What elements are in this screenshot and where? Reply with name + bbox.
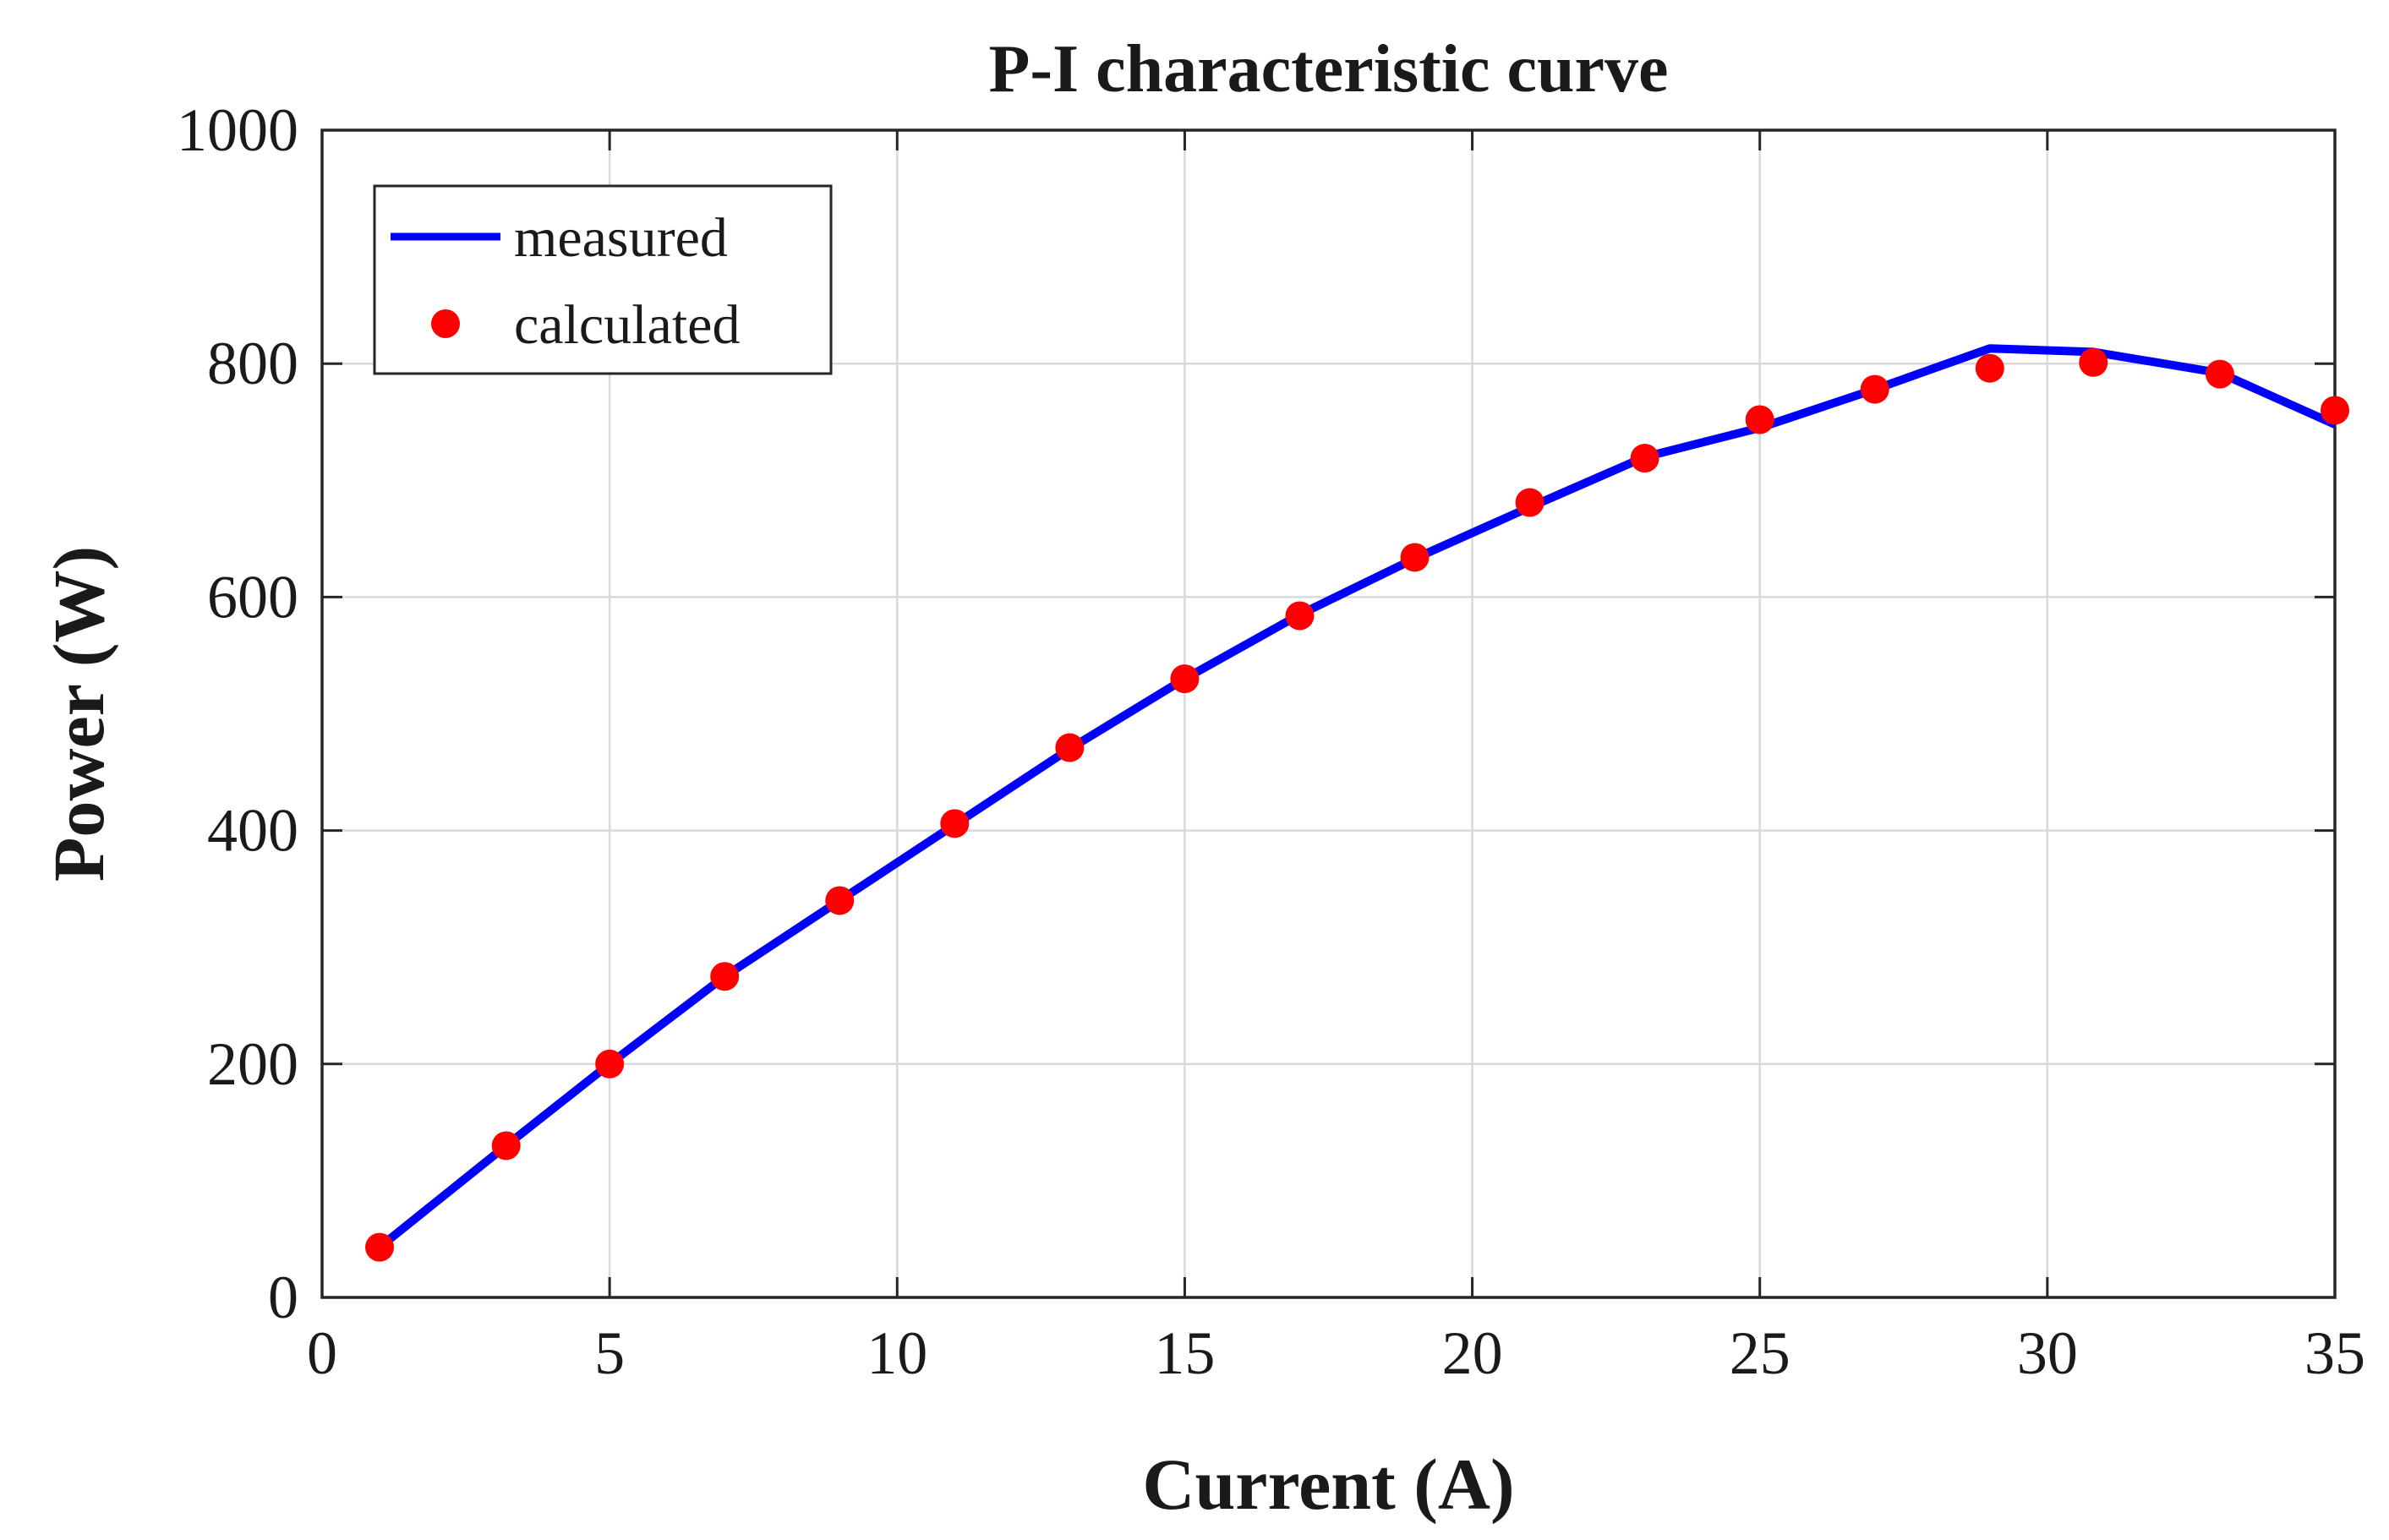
data-point-calculated (365, 1232, 395, 1262)
data-point-calculated (2321, 396, 2349, 425)
legend: measured calculated (373, 184, 833, 375)
y-tick-label: 200 (207, 1030, 298, 1098)
x-tick-label: 15 (1154, 1319, 1215, 1387)
data-point-calculated (491, 1131, 521, 1160)
data-point-calculated (1400, 543, 1430, 572)
legend-label-calculated: calculated (514, 294, 740, 356)
data-point-calculated (710, 962, 740, 991)
y-axis-label: Power (W) (38, 546, 119, 882)
data-point-calculated (1515, 488, 1544, 517)
series-line-measured (376, 344, 2337, 1251)
y-tick-label: 600 (207, 563, 298, 631)
series-layer (365, 344, 2349, 1262)
x-tick-label: 5 (594, 1319, 625, 1387)
data-point-calculated (1745, 405, 1774, 434)
plot-frame (320, 128, 2337, 1299)
data-point-calculated (940, 809, 970, 838)
legend-swatch-calculated (431, 309, 460, 338)
x-axis-label: Current (A) (1142, 1444, 1514, 1525)
chart-title: P-I characteristic curve (988, 32, 1668, 106)
data-point-calculated (825, 886, 855, 915)
data-point-calculated (1055, 733, 1085, 762)
data-point-calculated (1285, 601, 1315, 631)
y-tick-label: 0 (268, 1264, 298, 1331)
x-tick-label: 35 (2304, 1319, 2365, 1387)
legend-label-measured: measured (514, 207, 728, 269)
data-point-calculated (595, 1049, 625, 1079)
data-point-calculated (1170, 664, 1200, 694)
y-tick-label: 1000 (177, 96, 298, 164)
x-tick-label: 25 (1730, 1319, 1790, 1387)
x-tick-label: 20 (1442, 1319, 1503, 1387)
data-point-calculated (1975, 353, 2004, 383)
data-point-calculated (1860, 374, 1889, 404)
data-point-calculated (2079, 347, 2108, 377)
y-tick-label: 800 (207, 330, 298, 397)
x-tick-label: 30 (2017, 1319, 2078, 1387)
tick-labels: 0 5 10 15 20 25 30 35 0 200 400 600 800 1000 (177, 96, 2365, 1387)
legend-box (373, 184, 833, 375)
x-tick-label: 0 (307, 1319, 337, 1387)
data-point-calculated (1630, 444, 1659, 473)
x-tick-label: 10 (866, 1319, 927, 1387)
data-point-calculated (2205, 359, 2234, 389)
y-tick-label: 400 (207, 797, 298, 865)
